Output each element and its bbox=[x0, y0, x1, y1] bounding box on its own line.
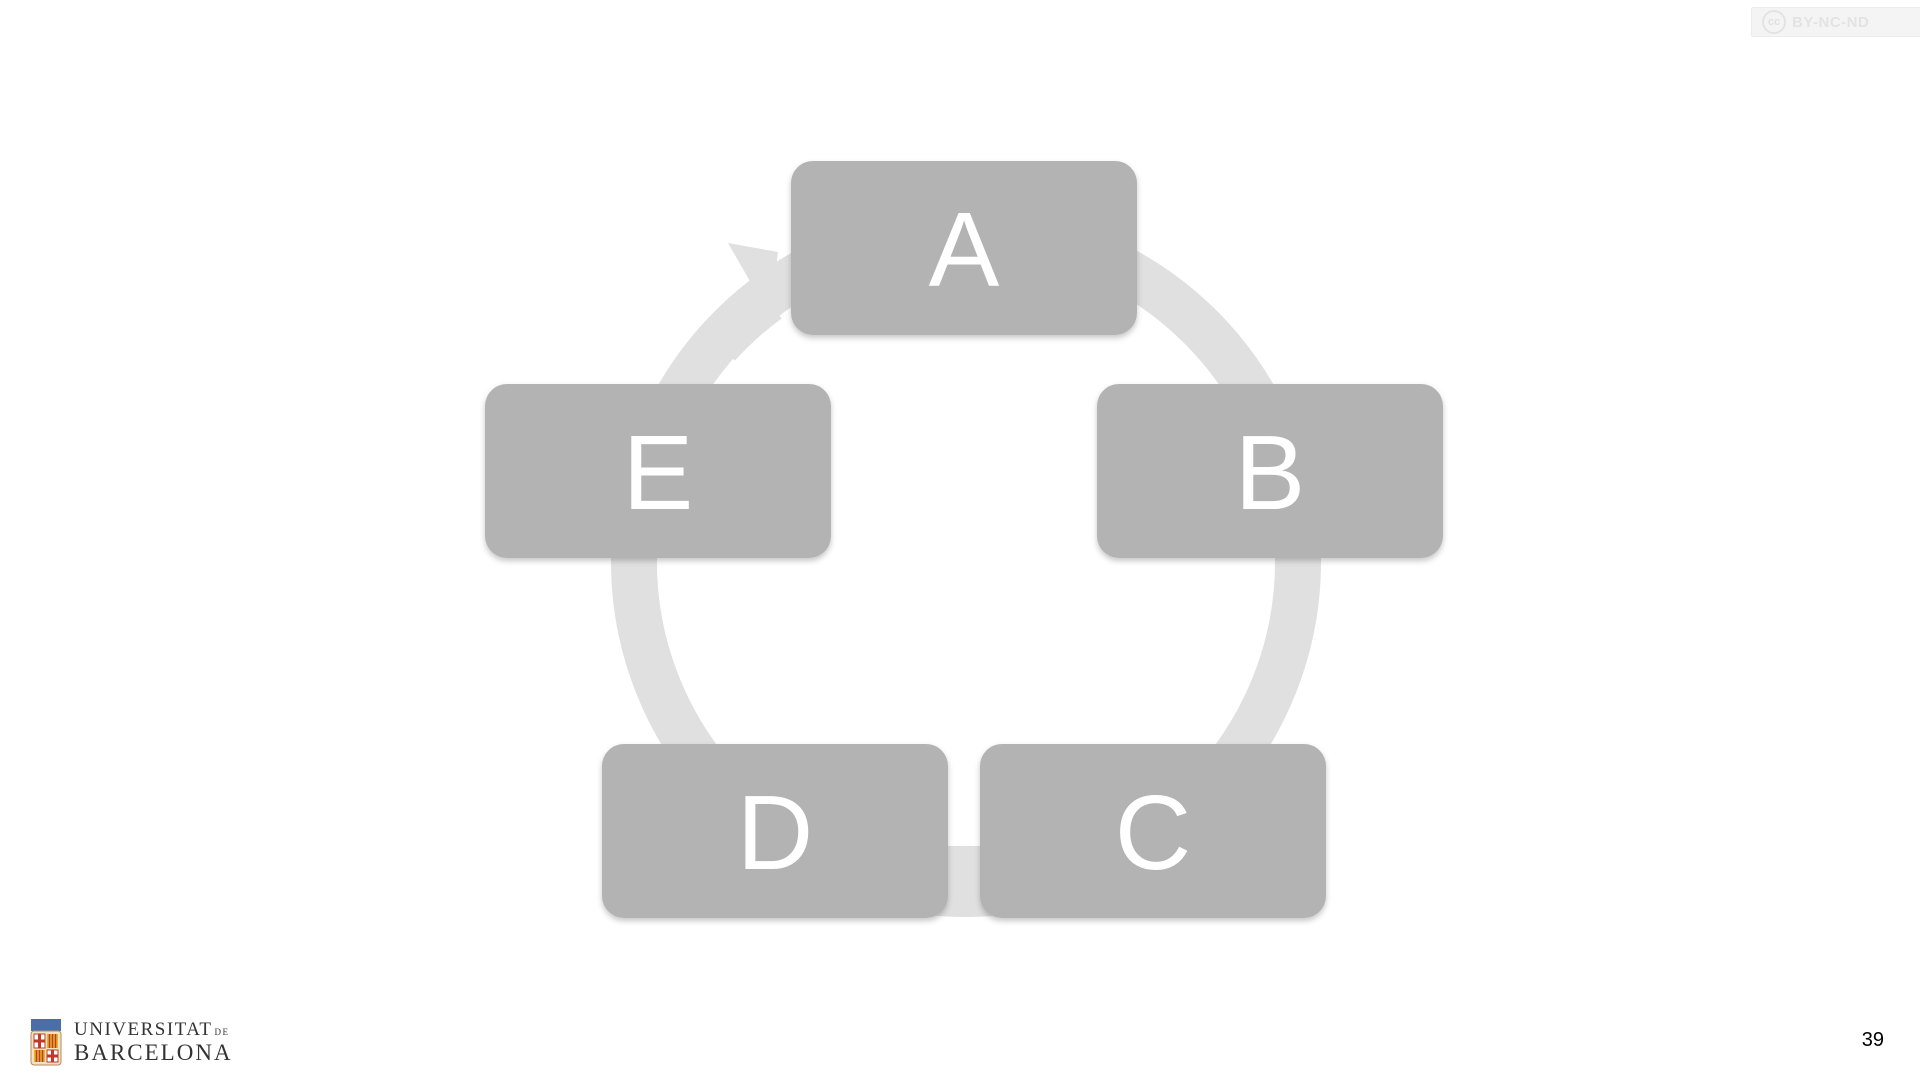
node-a-label: A bbox=[929, 191, 1000, 309]
cycle-ring-segment bbox=[718, 300, 768, 345]
logo-de-text: DE bbox=[214, 1028, 229, 1037]
page-number: 39 bbox=[1862, 1029, 1884, 1052]
node-e: E bbox=[485, 384, 831, 558]
crest-icon bbox=[30, 1017, 62, 1067]
university-logo: UNIVERSITAT DE BARCELONA bbox=[30, 1016, 233, 1068]
node-d: D bbox=[602, 744, 948, 918]
node-b-label: B bbox=[1235, 414, 1306, 532]
logo-barcelona-text: BARCELONA bbox=[74, 1041, 233, 1064]
node-c-label: C bbox=[1115, 774, 1192, 892]
node-c: C bbox=[980, 744, 1326, 918]
node-b: B bbox=[1097, 384, 1443, 558]
node-a: A bbox=[791, 161, 1137, 335]
logo-university-text: UNIVERSITAT bbox=[74, 1020, 212, 1039]
node-e-label: E bbox=[623, 414, 694, 532]
node-d-label: D bbox=[737, 774, 814, 892]
